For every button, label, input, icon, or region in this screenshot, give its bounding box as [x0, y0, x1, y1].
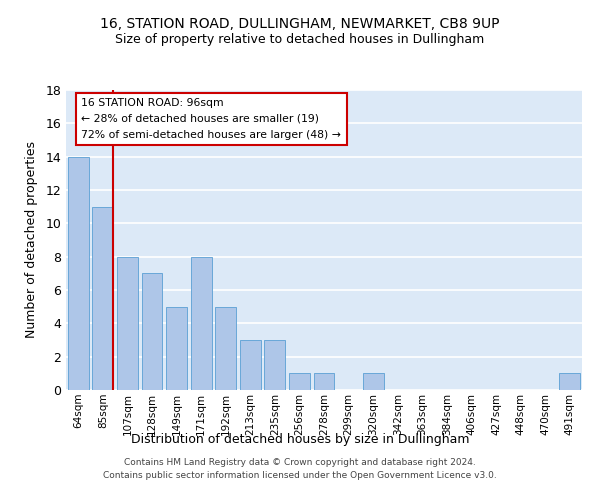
Bar: [559, 374, 580, 390]
Bar: [92, 206, 113, 390]
Bar: [117, 256, 138, 390]
Text: 16 STATION ROAD: 96sqm
← 28% of detached houses are smaller (19)
72% of semi-det: 16 STATION ROAD: 96sqm ← 28% of detached…: [82, 98, 341, 140]
Bar: [215, 306, 236, 390]
Bar: [362, 374, 383, 390]
Text: 16, STATION ROAD, DULLINGHAM, NEWMARKET, CB8 9UP: 16, STATION ROAD, DULLINGHAM, NEWMARKET,…: [100, 18, 500, 32]
Y-axis label: Number of detached properties: Number of detached properties: [25, 142, 38, 338]
Text: Contains HM Land Registry data © Crown copyright and database right 2024.
Contai: Contains HM Land Registry data © Crown c…: [103, 458, 497, 480]
Bar: [314, 374, 334, 390]
Bar: [240, 340, 261, 390]
Bar: [191, 256, 212, 390]
Bar: [142, 274, 163, 390]
Bar: [265, 340, 286, 390]
Text: Distribution of detached houses by size in Dullingham: Distribution of detached houses by size …: [131, 432, 469, 446]
Bar: [166, 306, 187, 390]
Bar: [68, 156, 89, 390]
Bar: [289, 374, 310, 390]
Text: Size of property relative to detached houses in Dullingham: Size of property relative to detached ho…: [115, 32, 485, 46]
